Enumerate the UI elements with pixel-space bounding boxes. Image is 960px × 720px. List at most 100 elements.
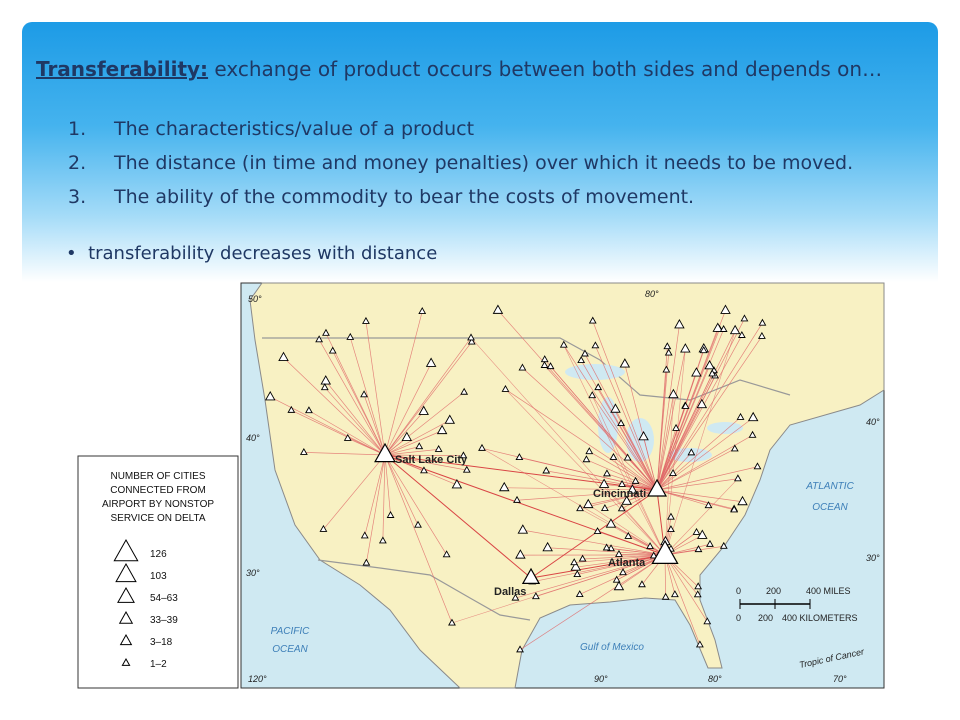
triangle-symbol (708, 369, 717, 377)
route (656, 322, 763, 491)
bullet: • transferability decreases with distanc… (66, 243, 438, 264)
triangle-symbol (378, 536, 387, 544)
map-label: Gulf of Mexico (580, 642, 644, 653)
triangle-symbol (360, 531, 369, 539)
triangle-symbol (478, 443, 486, 451)
triangle-symbol (697, 529, 708, 539)
route (384, 454, 453, 624)
triangle-symbol (730, 505, 739, 513)
map-label: 0 (736, 613, 741, 623)
route (563, 344, 658, 491)
route (544, 365, 658, 491)
route (604, 489, 658, 509)
triangle-symbol (585, 447, 594, 455)
triangle-symbol (328, 346, 337, 354)
triangle-symbol (315, 335, 324, 343)
map-label: Cincinnati (593, 488, 646, 500)
route (324, 387, 386, 456)
route (384, 430, 443, 456)
border (317, 559, 531, 621)
route (591, 395, 658, 491)
triangle-symbol (360, 390, 368, 398)
route (323, 454, 386, 530)
triangle-symbol (583, 498, 594, 509)
list-text: The ability of the commodity to bear the… (114, 186, 695, 208)
triangle-symbol (747, 411, 759, 422)
triangle-symbol (694, 582, 703, 590)
triangle-symbol (573, 570, 582, 578)
triangle-symbol (448, 618, 456, 626)
routes (264, 304, 767, 653)
route (664, 330, 736, 556)
route (384, 411, 424, 456)
route (382, 454, 386, 541)
triangle-symbol (602, 543, 611, 551)
route (656, 489, 735, 511)
triangle-symbol (593, 527, 602, 535)
triangle-symbol (467, 333, 475, 341)
triangle-symbol (278, 351, 289, 362)
route (384, 363, 432, 456)
route (563, 344, 666, 556)
route (586, 459, 658, 491)
triangle-symbol (736, 412, 745, 420)
land (249, 282, 885, 689)
triangle-symbol (740, 314, 749, 322)
triangle-symbol (617, 504, 626, 512)
map-label: Atlanta (608, 557, 646, 569)
triangle-symbol (627, 484, 638, 494)
triangle-symbol (501, 384, 510, 392)
route (349, 337, 386, 456)
triangle-symbol (693, 590, 702, 598)
triangle-symbol (670, 590, 679, 598)
triangle-symbol (600, 504, 609, 512)
route (613, 457, 658, 491)
triangle-symbol (386, 510, 395, 518)
triangle-symbol (733, 474, 742, 482)
route (318, 339, 386, 456)
triangle-symbol (624, 531, 633, 539)
triangle-symbol (703, 617, 712, 625)
triangle-symbol (374, 442, 396, 463)
route (308, 410, 386, 456)
triangle-symbol (603, 469, 611, 477)
list-text: The distance (in time and money penaltie… (114, 152, 854, 174)
triangle-symbol (576, 504, 584, 512)
map-label: OCEAN (812, 502, 848, 513)
triangle-symbol (615, 549, 623, 557)
triangle-symbol (748, 430, 757, 438)
legend-entry: 126 (150, 549, 167, 560)
route (591, 395, 666, 556)
triangle-symbol (598, 478, 610, 488)
route (656, 329, 724, 491)
triangle-symbol (546, 362, 555, 370)
triangle-symbol (118, 610, 134, 624)
map-label: 400 MILES (806, 586, 851, 596)
route (656, 369, 667, 491)
triangle-symbol (588, 316, 597, 324)
triangle-symbol (662, 365, 671, 373)
lake (707, 422, 743, 434)
route (606, 473, 658, 491)
triangle-symbol (517, 524, 529, 534)
list-item: 3. The ability of the commodity to bear t… (68, 186, 694, 208)
route (384, 341, 473, 456)
route (384, 337, 472, 456)
triangle-symbol (730, 444, 739, 452)
triangle-symbol (451, 478, 463, 489)
triangle-symbol (492, 304, 504, 314)
triangle-symbol (691, 367, 702, 377)
triangle-symbol (623, 453, 632, 461)
triangle-symbol (646, 478, 668, 497)
route (656, 466, 758, 491)
triangle-symbol (418, 307, 427, 315)
triangle-symbol (287, 405, 296, 413)
route (384, 454, 391, 516)
triangle-symbol (362, 558, 371, 566)
list-item: 2. The distance (in time and money penalt… (68, 152, 853, 174)
triangle-symbol (692, 527, 701, 535)
triangle-symbol (687, 448, 696, 456)
triangle-symbol (531, 592, 540, 600)
route (592, 320, 658, 491)
